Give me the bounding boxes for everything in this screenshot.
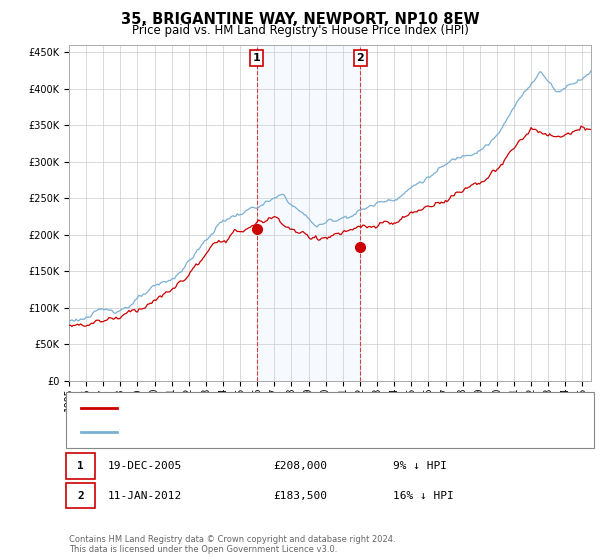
Text: Price paid vs. HM Land Registry's House Price Index (HPI): Price paid vs. HM Land Registry's House … (131, 24, 469, 36)
Text: £183,500: £183,500 (273, 491, 327, 501)
Text: £208,000: £208,000 (273, 461, 327, 471)
Text: HPI: Average price, detached house, Newport: HPI: Average price, detached house, Newp… (126, 427, 352, 437)
Text: 35, BRIGANTINE WAY, NEWPORT, NP10 8EW (detached house): 35, BRIGANTINE WAY, NEWPORT, NP10 8EW (d… (126, 403, 436, 413)
Text: 1: 1 (77, 461, 84, 471)
Text: 2: 2 (356, 53, 364, 63)
Text: 2: 2 (77, 491, 84, 501)
Bar (257, 45, 361, 381)
Text: 19-DEC-2005: 19-DEC-2005 (108, 461, 182, 471)
Text: 1: 1 (253, 53, 260, 63)
Text: Contains HM Land Registry data © Crown copyright and database right 2024.
This d: Contains HM Land Registry data © Crown c… (69, 535, 395, 554)
Text: 16% ↓ HPI: 16% ↓ HPI (393, 491, 454, 501)
Text: 9% ↓ HPI: 9% ↓ HPI (393, 461, 447, 471)
Text: 11-JAN-2012: 11-JAN-2012 (108, 491, 182, 501)
Text: 35, BRIGANTINE WAY, NEWPORT, NP10 8EW: 35, BRIGANTINE WAY, NEWPORT, NP10 8EW (121, 12, 479, 27)
